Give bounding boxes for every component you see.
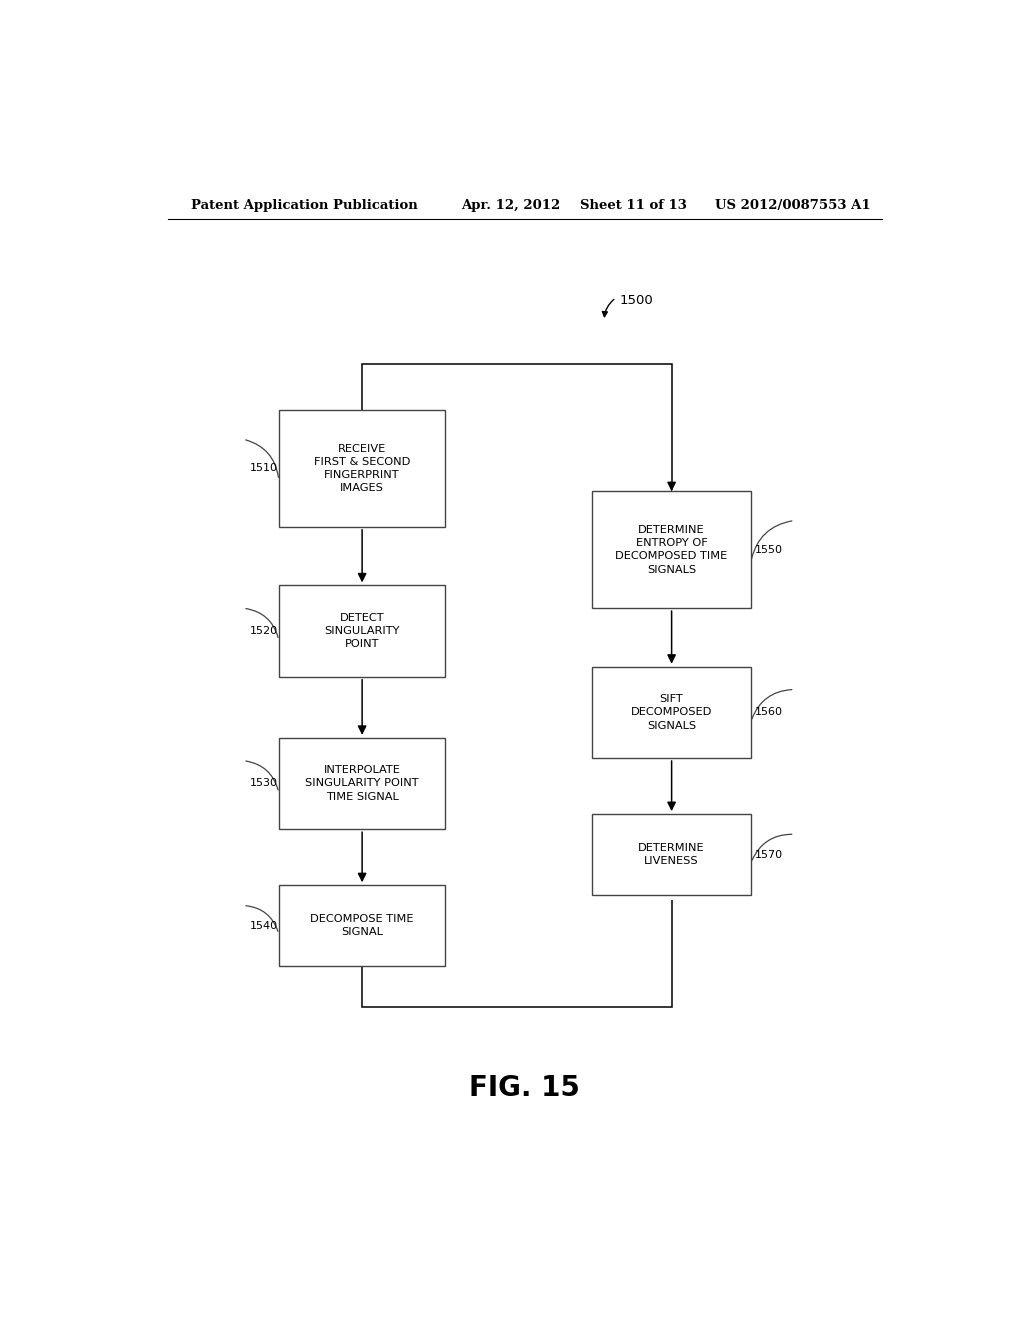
Text: FIG. 15: FIG. 15 — [469, 1074, 581, 1102]
Text: Patent Application Publication: Patent Application Publication — [191, 198, 418, 211]
Text: DETERMINE
ENTROPY OF
DECOMPOSED TIME
SIGNALS: DETERMINE ENTROPY OF DECOMPOSED TIME SIG… — [615, 525, 728, 574]
Bar — [279, 886, 445, 966]
Bar — [592, 491, 751, 609]
Text: RECEIVE
FIRST & SECOND
FINGERPRINT
IMAGES: RECEIVE FIRST & SECOND FINGERPRINT IMAGE… — [314, 444, 411, 494]
Bar — [592, 814, 751, 895]
Text: 1530: 1530 — [250, 779, 278, 788]
Text: 1560: 1560 — [755, 708, 783, 717]
Text: 1550: 1550 — [755, 545, 783, 554]
Text: 1540: 1540 — [250, 921, 278, 931]
Text: US 2012/0087553 A1: US 2012/0087553 A1 — [715, 198, 870, 211]
Text: INTERPOLATE
SINGULARITY POINT
TIME SIGNAL: INTERPOLATE SINGULARITY POINT TIME SIGNA… — [305, 766, 419, 801]
Bar — [592, 667, 751, 758]
Text: Sheet 11 of 13: Sheet 11 of 13 — [581, 198, 687, 211]
Text: DETECT
SINGULARITY
POINT: DETECT SINGULARITY POINT — [325, 612, 399, 649]
Text: Apr. 12, 2012: Apr. 12, 2012 — [461, 198, 560, 211]
Bar — [279, 411, 445, 527]
Text: 1500: 1500 — [620, 294, 653, 308]
Text: 1570: 1570 — [755, 850, 783, 859]
Text: 1520: 1520 — [250, 626, 278, 636]
Text: 1510: 1510 — [250, 463, 278, 474]
Text: SIFT
DECOMPOSED
SIGNALS: SIFT DECOMPOSED SIGNALS — [631, 694, 713, 730]
Bar — [279, 738, 445, 829]
Bar — [279, 585, 445, 677]
Text: DETERMINE
LIVENESS: DETERMINE LIVENESS — [638, 843, 705, 866]
Text: DECOMPOSE TIME
SIGNAL: DECOMPOSE TIME SIGNAL — [310, 915, 414, 937]
